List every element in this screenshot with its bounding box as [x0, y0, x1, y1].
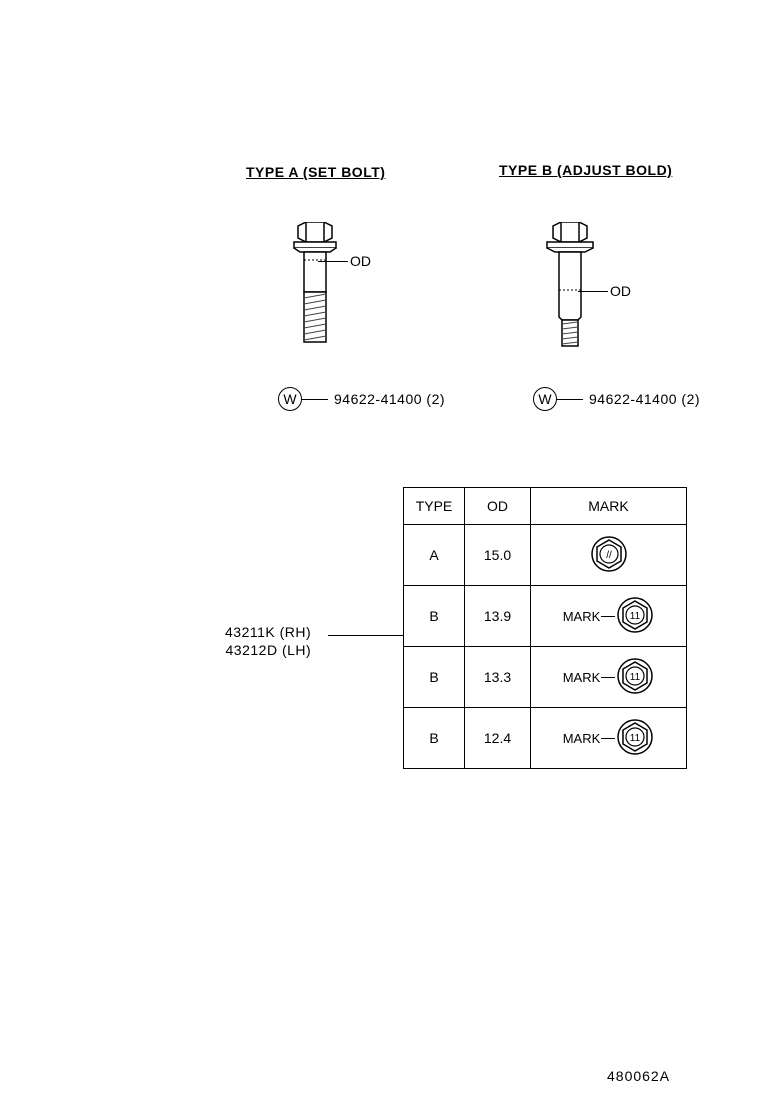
cell-od: 15.0 — [465, 525, 531, 586]
mark-text: MARK — [563, 609, 601, 624]
table-row: B13.3MARK 11 — [404, 647, 687, 708]
th-mark: MARK — [531, 488, 687, 525]
spec-table: TYPE OD MARK A15.0 // B13.9MARK 11 B13.3… — [403, 487, 687, 769]
cell-mark: MARK 11 — [531, 647, 687, 708]
cell-mark: // — [531, 525, 687, 586]
od-a-leader-line — [318, 261, 348, 262]
mark-leader-line — [601, 738, 615, 739]
cell-type: B — [404, 647, 465, 708]
w-leader-line — [302, 399, 328, 400]
part-ref-a: W 94622-41400 (2) — [278, 387, 445, 411]
side-reference-label: 43211K (RH) 43212D (LH) — [225, 623, 311, 659]
nut-mark-icon: 11 — [616, 718, 654, 756]
cell-type: A — [404, 525, 465, 586]
side-ref-rh: 43211K (RH) — [225, 624, 311, 640]
cell-od: 12.4 — [465, 708, 531, 769]
w-leader-line — [557, 399, 583, 400]
mark-text: MARK — [563, 731, 601, 746]
w-symbol-icon: W — [533, 387, 557, 411]
table-row: A15.0 // — [404, 525, 687, 586]
mark-leader-line — [601, 616, 615, 617]
od-a-label: OD — [350, 253, 371, 269]
table-row: B13.9MARK 11 — [404, 586, 687, 647]
svg-text:11: 11 — [630, 672, 641, 683]
title-type-a: TYPE A (SET BOLT) — [246, 164, 385, 180]
part-ref-b: W 94622-41400 (2) — [533, 387, 700, 411]
table-row: B12.4MARK 11 — [404, 708, 687, 769]
part-number-b: 94622-41400 (2) — [589, 391, 700, 407]
nut-mark-icon: 11 — [616, 596, 654, 634]
cell-od: 13.9 — [465, 586, 531, 647]
od-b-label: OD — [610, 283, 631, 299]
bolt-b-diagram — [545, 222, 595, 352]
table-header-row: TYPE OD MARK — [404, 488, 687, 525]
th-type: TYPE — [404, 488, 465, 525]
bolt-a-diagram — [290, 222, 340, 352]
cell-type: B — [404, 586, 465, 647]
od-b-leader-line — [578, 291, 608, 292]
mark-text: MARK — [563, 670, 601, 685]
cell-mark: MARK 11 — [531, 586, 687, 647]
svg-text://: // — [606, 550, 612, 561]
nut-mark-icon: // — [590, 535, 628, 573]
svg-text:11: 11 — [630, 611, 641, 622]
cell-mark: MARK 11 — [531, 708, 687, 769]
part-number-a: 94622-41400 (2) — [334, 391, 445, 407]
w-symbol-icon: W — [278, 387, 302, 411]
cell-od: 13.3 — [465, 647, 531, 708]
cell-type: B — [404, 708, 465, 769]
side-ref-leader-line — [328, 635, 403, 636]
page-id: 480062A — [607, 1068, 670, 1084]
mark-leader-line — [601, 677, 615, 678]
svg-text:11: 11 — [630, 733, 641, 744]
side-ref-lh: 43212D (LH) — [226, 642, 312, 658]
nut-mark-icon: 11 — [616, 657, 654, 695]
title-type-b: TYPE B (ADJUST BOLD) — [499, 162, 672, 178]
th-od: OD — [465, 488, 531, 525]
